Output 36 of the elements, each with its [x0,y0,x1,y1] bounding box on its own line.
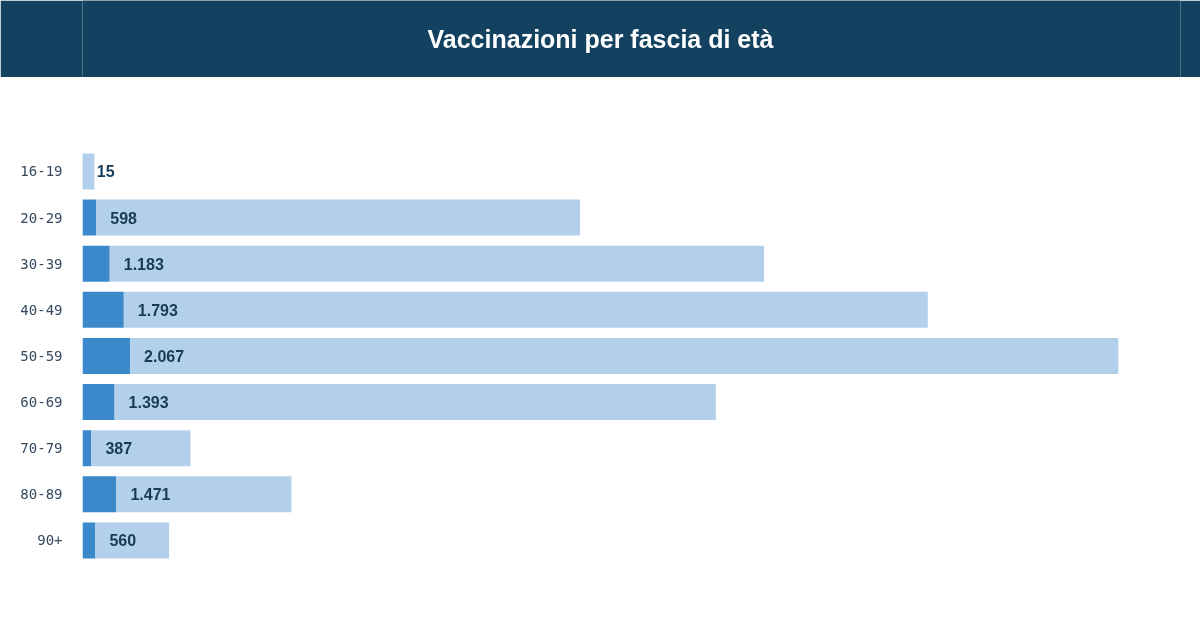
bar [82,153,95,190]
y-tick-label: 50-59 [20,347,63,364]
bar [95,522,170,559]
data-label: 1.183 [123,255,164,273]
data-label: 598 [110,209,138,227]
data-label: 560 [109,532,137,550]
y-tick-label: 30-39 [20,255,63,272]
bar [96,199,581,236]
data-label: 15 [96,163,115,181]
bar [130,337,1119,374]
data-label: 2.067 [144,347,185,365]
data-label: 1.393 [128,394,169,412]
bar [91,430,191,467]
chart-title: Vaccinazioni per fascia di età [427,25,774,53]
y-tick-label: 16-19 [20,163,63,180]
data-label: 1.793 [137,301,178,319]
y-tick-label: 70-79 [20,440,63,457]
bar [82,384,115,421]
bar [82,291,124,328]
y-tick-label: 90+ [37,532,63,549]
bar [82,337,131,374]
data-label: 1.471 [130,486,171,504]
bar [82,476,117,513]
bar [123,291,928,328]
y-tick-label: 40-49 [20,301,63,318]
bar [114,384,716,421]
y-tick-label: 60-69 [20,394,63,411]
y-tick-label: 80-89 [20,486,63,503]
y-tick-label: 20-29 [20,209,63,226]
bar [116,476,292,513]
data-label: 387 [105,440,133,458]
bar [82,199,97,236]
bar [82,430,92,467]
bar [82,245,110,282]
bar [82,522,96,559]
bar [109,245,764,282]
